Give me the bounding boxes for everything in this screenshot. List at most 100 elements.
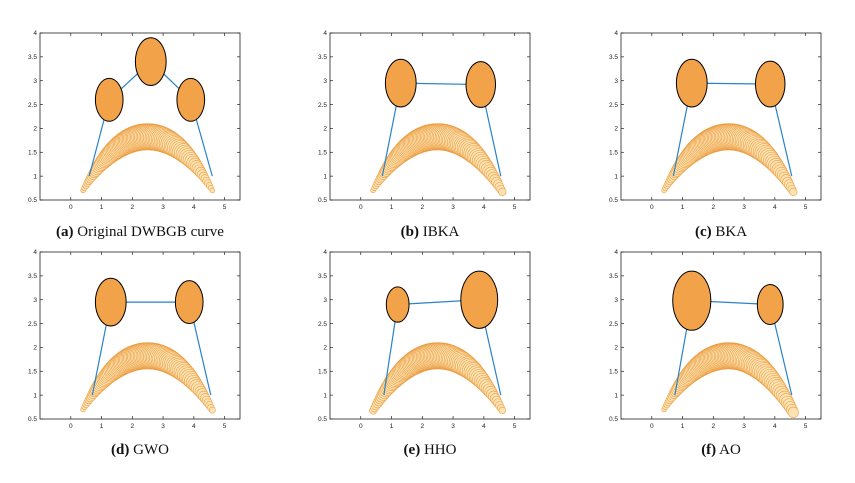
caption-a: (a) Original DWBGB curve <box>40 224 240 241</box>
bead-f-0 <box>672 270 712 331</box>
band-bead-b-90 <box>498 187 507 196</box>
x-tick-label-f-0: 0 <box>650 423 654 430</box>
x-tick-label-f-3: 3 <box>742 423 746 430</box>
x-tick-label-a-4: 4 <box>192 204 196 211</box>
y-tick-label-a-7: 4 <box>33 30 37 37</box>
x-tick-label-c-4: 4 <box>773 204 777 211</box>
caption-f-label: (f) <box>701 442 717 458</box>
y-tick-label-a-4: 2.5 <box>28 102 37 109</box>
x-tick-label-b-4: 4 <box>482 204 486 211</box>
y-tick-label-c-4: 2.5 <box>609 102 618 109</box>
band-bead-e-90 <box>498 406 506 415</box>
frame-line-e <box>383 299 502 396</box>
y-tick-label-e-4: 2.5 <box>318 321 327 328</box>
y-tick-label-f-2: 1.5 <box>609 368 618 375</box>
x-tick-label-e-3: 3 <box>451 423 455 430</box>
x-tick-label-f-1: 1 <box>681 423 685 430</box>
caption-a-label: (a) <box>56 224 74 240</box>
bead-d-0 <box>94 277 127 327</box>
y-tick-label-f-6: 3.5 <box>609 273 618 280</box>
x-tick-label-c-2: 2 <box>711 204 715 211</box>
chart-panel-f: 0 1 2 3 4 5 0.5 1 1.5 2 2.5 3 3.5 4 <box>609 249 822 430</box>
y-tick-label-b-1: 1 <box>323 173 327 180</box>
caption-b-text: IBKA <box>422 224 460 240</box>
caption-b: (b) IBKA <box>330 224 530 241</box>
caption-d-label: (d) <box>111 442 130 458</box>
y-tick-label-b-7: 4 <box>323 30 327 37</box>
x-tick-label-d-3: 3 <box>161 423 165 430</box>
caption-a-text: Original DWBGB curve <box>77 224 224 240</box>
x-tick-label-e-5: 5 <box>513 423 517 430</box>
y-tick-label-d-6: 3.5 <box>28 273 37 280</box>
y-tick-label-a-0: 0.5 <box>28 197 37 204</box>
bead-c-1 <box>754 60 786 108</box>
x-tick-label-b-5: 5 <box>513 204 517 211</box>
caption-e-text: HHO <box>423 442 457 458</box>
y-tick-label-c-6: 3.5 <box>609 54 618 61</box>
chart-panel-c: 0 1 2 3 4 5 0.5 1 1.5 2 2.5 3 3.5 4 <box>609 30 822 211</box>
band-bead-d-90 <box>208 406 216 414</box>
y-tick-label-e-2: 1.5 <box>318 368 327 375</box>
x-tick-label-a-3: 3 <box>161 204 165 211</box>
y-tick-label-b-6: 3.5 <box>318 54 327 61</box>
x-tick-label-d-0: 0 <box>69 423 73 430</box>
x-tick-label-d-1: 1 <box>100 423 104 430</box>
x-tick-label-e-2: 2 <box>420 423 424 430</box>
bead-e-0 <box>385 286 410 323</box>
y-tick-label-c-5: 3 <box>614 78 618 85</box>
caption-d: (d) GWO <box>40 442 240 459</box>
x-tick-label-f-5: 5 <box>804 423 808 430</box>
band-bead-f-90 <box>787 406 799 418</box>
y-tick-label-c-7: 4 <box>614 30 618 37</box>
x-tick-label-b-2: 2 <box>420 204 424 211</box>
bead-c-0 <box>675 58 708 108</box>
bead-a-0 <box>94 77 124 122</box>
y-tick-label-c-3: 2 <box>614 126 618 133</box>
bead-b-1 <box>465 61 497 108</box>
y-tick-label-b-0: 0.5 <box>318 197 327 204</box>
caption-c-text: BKA <box>715 224 748 240</box>
bead-a-2 <box>176 77 206 122</box>
x-tick-label-c-3: 3 <box>742 204 746 211</box>
y-tick-label-a-3: 2 <box>33 126 37 133</box>
y-tick-label-d-2: 1.5 <box>28 368 37 375</box>
x-tick-label-b-0: 0 <box>359 204 363 211</box>
y-tick-label-d-7: 4 <box>33 249 37 256</box>
x-tick-label-d-2: 2 <box>130 423 134 430</box>
x-tick-label-e-0: 0 <box>359 423 363 430</box>
caption-c-label: (c) <box>694 224 712 240</box>
y-tick-label-e-6: 3.5 <box>318 273 327 280</box>
x-tick-label-c-1: 1 <box>681 204 685 211</box>
x-tick-label-e-1: 1 <box>390 423 394 430</box>
y-tick-label-f-3: 2 <box>614 345 618 352</box>
chart-panel-b: 0 1 2 3 4 5 0.5 1 1.5 2 2.5 3 3.5 4 <box>318 30 531 211</box>
y-tick-label-c-2: 1.5 <box>609 149 618 156</box>
y-tick-label-d-4: 2.5 <box>28 321 37 328</box>
bead-a-1 <box>134 37 167 86</box>
x-tick-label-a-0: 0 <box>69 204 73 211</box>
bead-f-1 <box>756 283 784 326</box>
y-tick-label-c-1: 1 <box>614 173 618 180</box>
y-tick-label-e-5: 3 <box>323 297 327 304</box>
x-tick-label-b-3: 3 <box>451 204 455 211</box>
y-tick-label-f-7: 4 <box>614 249 618 256</box>
frame-line-d <box>91 301 212 396</box>
y-tick-label-b-4: 2.5 <box>318 102 327 109</box>
y-tick-label-e-3: 2 <box>323 345 327 352</box>
y-tick-label-d-3: 2 <box>33 345 37 352</box>
y-tick-label-a-6: 3.5 <box>28 54 37 61</box>
caption-f: (f) AO <box>621 442 821 459</box>
caption-b-label: (b) <box>400 224 419 240</box>
caption-c: (c) BKA <box>621 224 821 241</box>
y-tick-label-d-1: 1 <box>33 392 37 399</box>
chart-panel-a: 0 1 2 3 4 5 0.5 1 1.5 2 2.5 3 3.5 4 <box>28 30 241 211</box>
y-tick-label-e-1: 1 <box>323 392 327 399</box>
x-tick-label-d-4: 4 <box>192 423 196 430</box>
x-tick-label-e-4: 4 <box>482 423 486 430</box>
x-tick-label-c-0: 0 <box>650 204 654 211</box>
bead-b-0 <box>384 58 417 108</box>
y-tick-label-e-7: 4 <box>323 249 327 256</box>
x-tick-label-f-2: 2 <box>711 423 715 430</box>
